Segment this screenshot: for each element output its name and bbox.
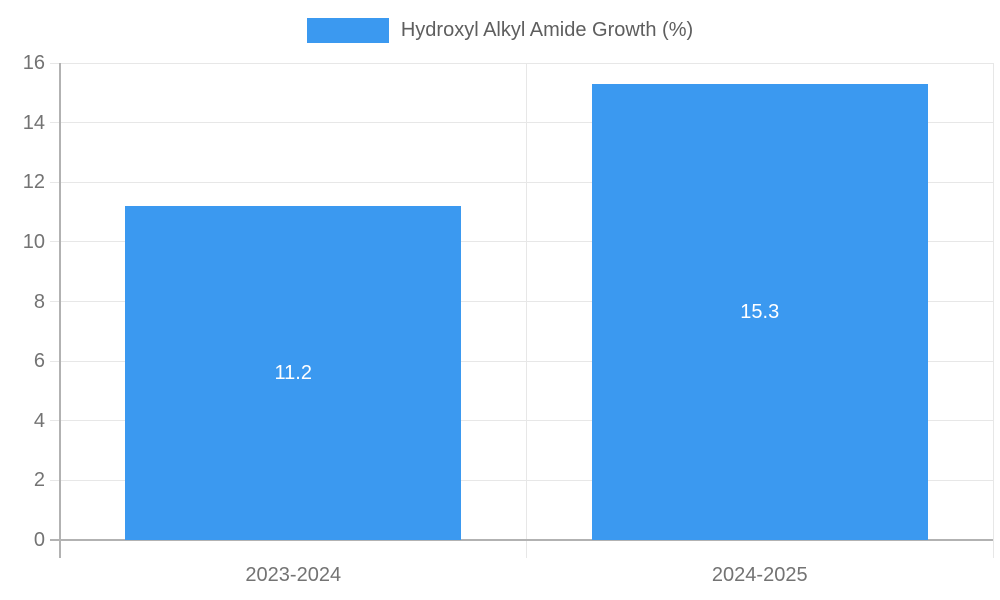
- y-tick-mark: [50, 181, 60, 183]
- x-axis-line: [50, 539, 993, 541]
- bar[interactable]: [591, 83, 928, 540]
- y-axis-tick-label: 4: [33, 409, 45, 432]
- y-tick-mark: [50, 479, 60, 481]
- y-axis-tick-label: 10: [22, 230, 45, 253]
- category-boundary-line: [992, 63, 994, 558]
- y-axis-tick-label: 14: [22, 111, 45, 134]
- legend-swatch: [306, 18, 389, 43]
- y-axis-tick-label: 0: [33, 529, 45, 551]
- y-axis-line: [59, 63, 61, 558]
- y-axis-tick-label: 8: [33, 290, 45, 313]
- x-axis-category-label: 2023-2024: [245, 564, 342, 586]
- y-tick-mark: [50, 360, 60, 362]
- category-boundary-line: [526, 63, 527, 558]
- bar-value-label: 11.2: [274, 362, 312, 385]
- y-tick-mark: [50, 122, 60, 124]
- y-axis-tick-label: 12: [22, 171, 45, 194]
- bar-value-label: 15.3: [740, 300, 780, 323]
- y-tick-mark: [50, 241, 60, 243]
- legend[interactable]: Hydroxyl Alkyl Amide Growth (%): [0, 18, 1000, 43]
- y-axis-tick-label: 2: [33, 469, 45, 492]
- y-tick-mark: [50, 301, 60, 302]
- legend-label: Hydroxyl Alkyl Amide Growth (%): [400, 19, 694, 41]
- x-axis-category-label: 2024-2025: [711, 564, 808, 586]
- y-axis-tick-label: 6: [33, 350, 45, 373]
- y-axis-tick-label: 16: [22, 52, 45, 74]
- bar[interactable]: [125, 206, 462, 540]
- y-tick-mark: [50, 420, 60, 422]
- y-tick-mark: [50, 62, 60, 64]
